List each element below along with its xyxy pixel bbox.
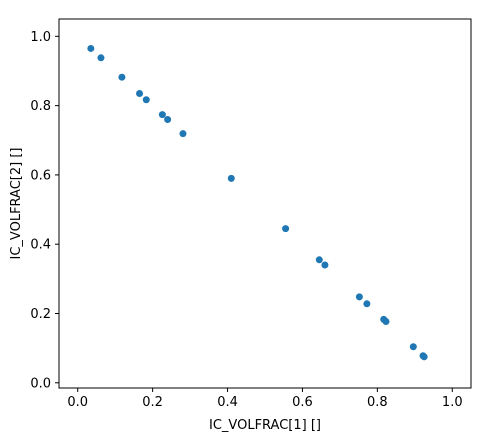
data-point — [315, 256, 323, 264]
y-tick-label: 0.8 — [30, 99, 51, 114]
data-point — [158, 111, 166, 119]
data-point — [97, 54, 105, 62]
data-point — [409, 343, 417, 351]
y-axis-ticks: 0.0 0.2 0.4 0.6 0.8 1.0 — [30, 30, 59, 391]
data-points — [87, 44, 428, 361]
y-axis-label: IC_VOLFRAC[2] [] — [9, 148, 24, 260]
data-point — [142, 96, 150, 104]
y-tick-label: 1.0 — [30, 30, 51, 45]
x-tick-label: 0.4 — [217, 395, 238, 410]
x-axis-label: IC_VOLFRAC[1] [] — [209, 418, 321, 433]
data-point — [363, 300, 371, 308]
plot-area — [59, 19, 471, 388]
y-tick-label: 0.2 — [30, 307, 51, 322]
data-point — [355, 293, 363, 301]
data-point — [179, 130, 187, 138]
plot-frame — [58, 18, 472, 389]
x-tick-label: 1.0 — [442, 395, 463, 410]
data-point — [321, 261, 329, 269]
y-tick-label: 0.0 — [30, 376, 51, 391]
data-point — [136, 89, 144, 97]
data-point — [118, 73, 126, 81]
x-axis-ticks: 0.0 0.2 0.4 0.6 0.8 1.0 — [67, 388, 463, 410]
x-tick-label: 0.2 — [142, 395, 163, 410]
data-point — [420, 353, 428, 361]
x-tick-label: 0.6 — [292, 395, 313, 410]
data-point — [87, 44, 95, 52]
y-tick-label: 0.6 — [30, 168, 51, 183]
data-point — [227, 174, 235, 182]
x-tick-label: 0.0 — [67, 395, 88, 410]
y-tick-label: 0.4 — [30, 238, 51, 253]
data-point — [282, 225, 290, 233]
x-tick-label: 0.8 — [367, 395, 388, 410]
data-point — [382, 317, 390, 325]
data-point — [164, 115, 172, 123]
